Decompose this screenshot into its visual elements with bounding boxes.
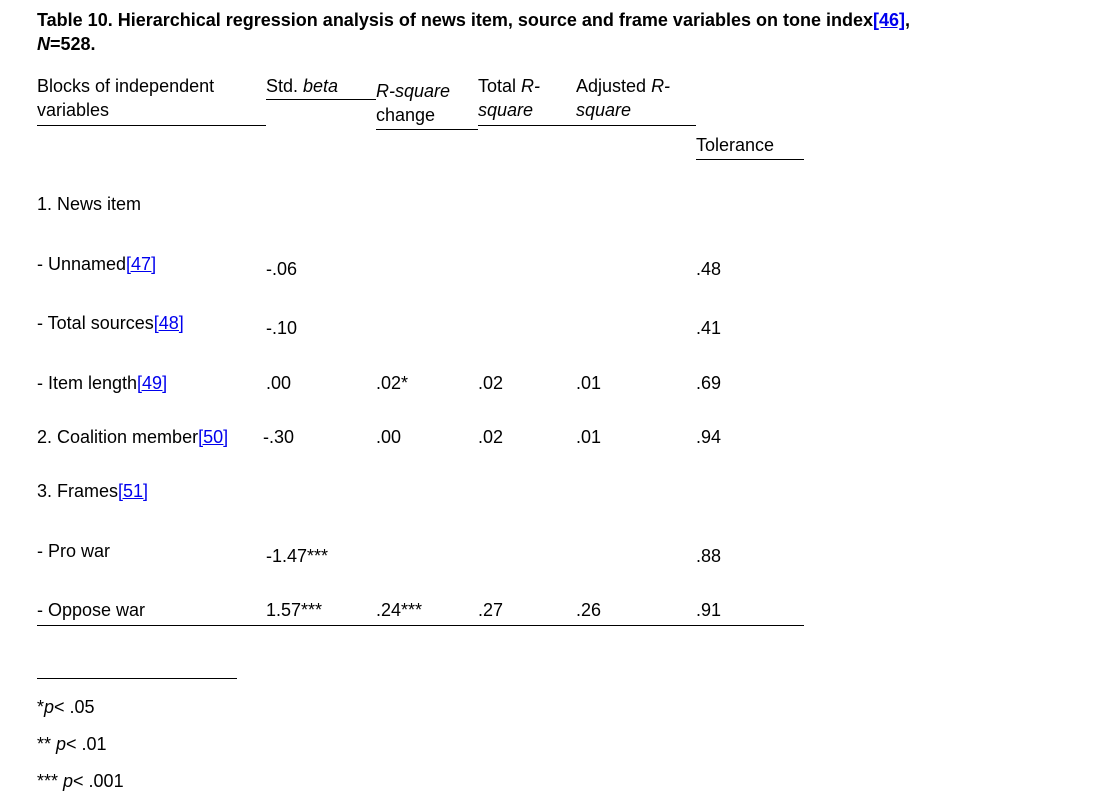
header-adj-line2: square (576, 100, 632, 120)
row-label: 1. News item (37, 194, 142, 214)
cell-tolerance: .94 (696, 427, 722, 447)
footnote-threshold: < .05 (54, 697, 95, 717)
row-label: - Pro war (37, 540, 110, 562)
row-label: - Item length[49] (37, 372, 167, 394)
footnote: *p< .05 (37, 696, 95, 718)
footnote-stars: * (37, 697, 45, 717)
footnote-link[interactable]: [50] (198, 427, 229, 447)
header-std-rule (266, 99, 376, 100)
cell-beta: .00 (266, 373, 292, 393)
cell-beta: -.30 (263, 427, 295, 447)
row-label-text: 3. Frames (37, 481, 119, 501)
table-title-text: Table 10. Hierarchical regression analys… (37, 10, 873, 30)
header-rsq-rule (376, 129, 478, 130)
footnote-stars: *** (37, 771, 64, 791)
footnote-link[interactable]: [51] (118, 481, 149, 501)
header-tolerance: Tolerance (696, 135, 775, 155)
table-bottom-rule (37, 625, 804, 626)
header-adj-text: Adjusted (576, 76, 652, 96)
cell-total-rsq: .02 (478, 373, 504, 393)
table-row: 1. News item (37, 193, 141, 215)
footnote-p: p (56, 734, 67, 754)
cell-rsq-change: .02* (376, 373, 409, 393)
header-total-adj-rule (478, 125, 696, 126)
header-total-line2: square (478, 100, 534, 120)
cell-beta: -1.47*** (266, 546, 329, 566)
cell-rsq-change: .24*** (376, 600, 423, 620)
footnote: ** p< .01 (37, 733, 107, 755)
cell-beta: -.10 (266, 318, 298, 338)
row-label-text: - Oppose war (37, 600, 146, 620)
header-std-text: Std. (266, 76, 304, 96)
cell-tolerance: .48 (696, 259, 722, 279)
cell-tolerance: .91 (696, 600, 722, 620)
footnote-link[interactable]: [48] (153, 313, 184, 333)
footnote-link[interactable]: [47] (126, 254, 157, 274)
row-label: - Oppose war (37, 599, 145, 621)
row-label-text: - Unnamed (37, 254, 127, 274)
header-total-italic: R- (521, 76, 541, 96)
row-label: 2. Coalition member[50] (37, 426, 228, 448)
footnote-link[interactable]: [49] (137, 373, 168, 393)
cell-tolerance: .69 (696, 373, 722, 393)
cell-adj-rsq: .26 (576, 600, 602, 620)
cell-total-rsq: .02 (478, 427, 504, 447)
header-rsq-line2: change (376, 105, 436, 125)
table-title: Table 10. Hierarchical regression analys… (37, 8, 910, 56)
sample-size: N=528. (37, 32, 910, 56)
row-label-text: - Item length (37, 373, 138, 393)
header-beta-italic: beta (303, 76, 339, 96)
row-label: - Total sources[48] (37, 312, 184, 334)
header-blocks-rule (37, 125, 266, 126)
cell-total-rsq: .27 (478, 600, 504, 620)
footnote-p: p (63, 771, 74, 791)
cell-adj-rsq: .01 (576, 427, 602, 447)
footnote-stars: ** (37, 734, 57, 754)
header-rsq-change: R-square change (376, 79, 450, 127)
title-comma: , (905, 10, 911, 30)
cell-beta: 1.57*** (266, 600, 323, 620)
row-label: - Unnamed[47] (37, 253, 156, 275)
row-label-text: 2. Coalition member (37, 427, 199, 447)
header-total-text: Total (478, 76, 522, 96)
row-label-text: - Total sources (37, 313, 154, 333)
title-footnote-link[interactable]: [46] (873, 10, 906, 30)
cell-rsq-change: .00 (376, 427, 402, 447)
header-adj-italic: R- (651, 76, 671, 96)
footnote-p: p (44, 697, 55, 717)
header-blocks-line2: variables (37, 100, 110, 120)
row-label: 3. Frames[51] (37, 480, 148, 502)
sample-size-label: N (37, 34, 50, 54)
cell-beta: -.06 (266, 259, 298, 279)
header-std-beta: Std. beta (266, 74, 338, 98)
footnote-separator (37, 678, 237, 679)
sample-size-value: =528. (50, 34, 96, 54)
header-blocks-line1: Blocks of independent (37, 76, 215, 96)
header-adj-rsq: Adjusted R- square (576, 74, 670, 122)
cell-adj-rsq: .01 (576, 373, 602, 393)
header-tolerance-rule (696, 159, 804, 160)
footnote-threshold: < .01 (66, 734, 107, 754)
cell-tolerance: .88 (696, 546, 722, 566)
header-total-rsq: Total R- square (478, 74, 540, 122)
header-rsq-italic: R-square (376, 81, 451, 101)
footnote: *** p< .001 (37, 770, 124, 792)
header-blocks: Blocks of independent variables (37, 74, 214, 122)
cell-tolerance: .41 (696, 318, 722, 338)
footnote-threshold: < .001 (73, 771, 124, 791)
row-label-text: - Pro war (37, 541, 111, 561)
